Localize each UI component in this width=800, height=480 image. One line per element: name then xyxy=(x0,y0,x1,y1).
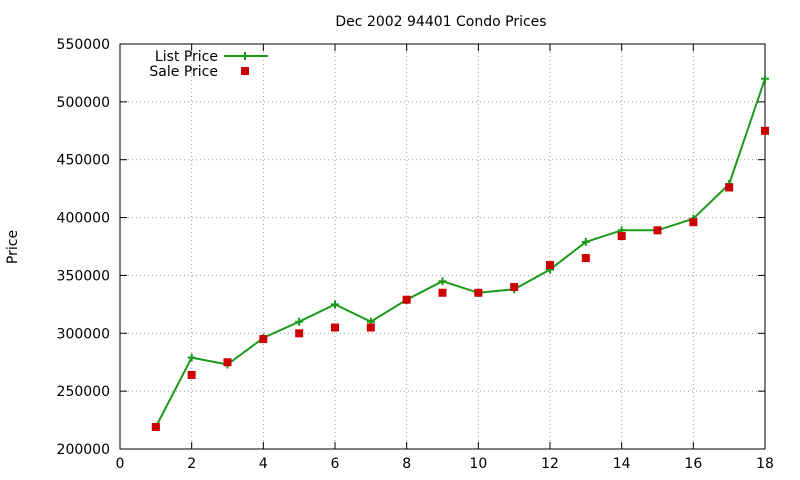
sale-price-point xyxy=(617,232,626,241)
x-tick-label: 18 xyxy=(756,456,774,472)
y-tick-label: 200000 xyxy=(57,442,110,458)
x-tick-label: 10 xyxy=(469,456,487,472)
list-price-line xyxy=(154,78,766,428)
x-tick-label: 14 xyxy=(613,456,631,472)
sale-price-point xyxy=(689,218,698,227)
sale-price-point xyxy=(761,126,769,135)
sale-price-point xyxy=(223,358,232,367)
y-tick-label: 350000 xyxy=(57,268,110,284)
sale-price-point xyxy=(187,370,196,379)
y-axis-label: Price xyxy=(5,230,21,264)
y-tick-label: 250000 xyxy=(57,384,110,400)
axis-ticks: 0 2 4 6 8 10 12 14 16 18 200000 250000 300000 350000 4… xyxy=(57,37,774,472)
sale-price-point xyxy=(402,295,411,304)
legend-label-sale-price: Sale Price xyxy=(149,64,218,80)
sale-price-point xyxy=(546,261,554,270)
sale-price-point xyxy=(259,335,268,344)
x-tick-label: 12 xyxy=(541,456,559,472)
plot-frame xyxy=(119,43,766,450)
list-price-point xyxy=(331,300,339,309)
sale-price-point xyxy=(151,423,160,432)
series-layer xyxy=(151,74,769,432)
x-tick-label: 16 xyxy=(684,456,702,472)
sale-price-point xyxy=(331,323,339,332)
sale-price-point xyxy=(295,329,304,338)
sale-price-point xyxy=(510,283,519,291)
chart-title: Dec 2002 94401 Condo Prices xyxy=(335,14,546,30)
grid-lines xyxy=(120,44,765,449)
list-price-point xyxy=(438,277,447,286)
sale-price-point xyxy=(725,183,734,192)
x-tick-label: 8 xyxy=(402,456,411,472)
list-price-point xyxy=(295,317,304,326)
x-tick-label: 2 xyxy=(187,456,196,472)
legend: List Price Sale Price xyxy=(149,49,268,80)
list-price-point xyxy=(187,353,196,362)
list-price-point xyxy=(761,74,769,83)
sale-price-point xyxy=(438,288,447,297)
legend-marker-sale-price xyxy=(241,67,249,75)
sale-price-point xyxy=(474,288,483,297)
x-tick-label: 6 xyxy=(331,456,340,472)
y-tick-label: 300000 xyxy=(57,326,110,342)
y-tick-label: 500000 xyxy=(57,95,110,111)
legend-marker-list-price xyxy=(241,52,249,60)
sale-price-point xyxy=(653,226,662,235)
sale-price-point xyxy=(366,323,375,332)
y-tick-label: 400000 xyxy=(57,211,110,227)
y-tick-label: 450000 xyxy=(57,153,110,169)
list-price-point xyxy=(581,237,590,246)
x-tick-label: 0 xyxy=(116,456,125,472)
y-tick-label: 550000 xyxy=(57,37,110,53)
x-tick-label: 4 xyxy=(259,456,268,472)
sale-price-point xyxy=(581,254,590,263)
legend-label-list-price: List Price xyxy=(155,49,218,65)
